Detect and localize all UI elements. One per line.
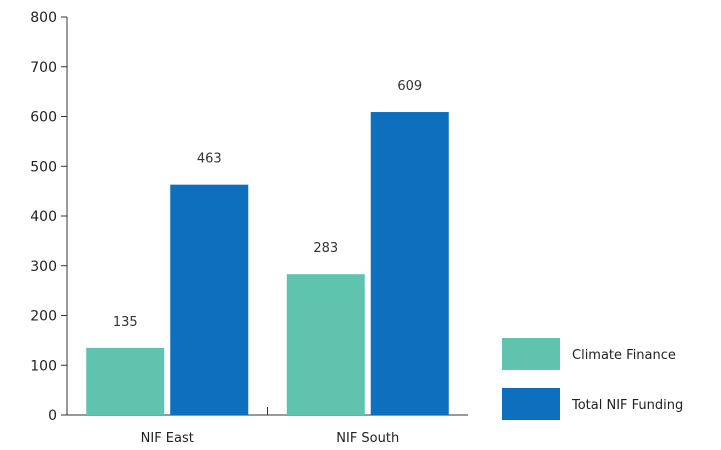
y-tick-label: 300 xyxy=(30,259,57,275)
y-tick-label: 500 xyxy=(30,159,57,175)
x-category-label: NIF South xyxy=(336,431,399,446)
y-tick-label: 800 xyxy=(30,10,57,26)
legend-label: Total NIF Funding xyxy=(571,398,683,413)
legend-label: Climate Finance xyxy=(572,348,676,363)
y-tick-label: 700 xyxy=(30,60,57,76)
y-tick-label: 400 xyxy=(30,209,57,225)
x-category-label: NIF East xyxy=(141,431,194,446)
y-axis: 0 100 200 300 400 500 600 700 800 xyxy=(30,10,67,424)
legend-swatch xyxy=(502,338,560,370)
y-tick-label: 0 xyxy=(48,408,57,424)
bar-climate-finance xyxy=(86,348,164,415)
data-label: 463 xyxy=(197,152,222,167)
y-tick-label: 600 xyxy=(30,110,57,126)
legend-swatch xyxy=(502,388,560,420)
data-label: 135 xyxy=(113,315,138,330)
data-label: 283 xyxy=(313,241,338,256)
y-tick-label: 200 xyxy=(30,309,57,325)
bars xyxy=(86,112,449,415)
data-label: 609 xyxy=(397,79,422,94)
legend: Climate Finance Total NIF Funding xyxy=(502,338,683,420)
y-tick-label: 100 xyxy=(30,358,57,374)
bar-total-nif-funding xyxy=(170,185,248,415)
bar-total-nif-funding xyxy=(371,112,449,415)
bar-climate-finance xyxy=(287,274,365,415)
